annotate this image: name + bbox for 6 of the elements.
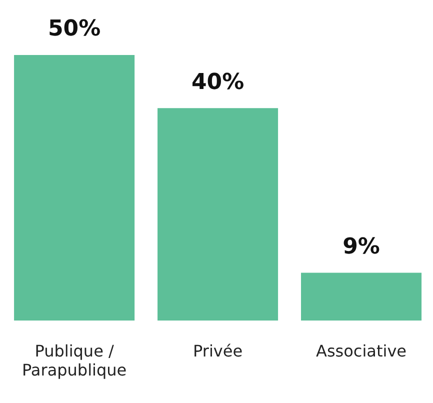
data-label: 50% [48, 16, 101, 42]
x-tick-label: Associative [316, 341, 406, 360]
x-tick-label: Privée [193, 341, 243, 360]
data-label: 40% [191, 70, 244, 95]
x-tick-label: Publique / Parapublique [22, 341, 127, 380]
data-label: 9% [342, 234, 380, 260]
